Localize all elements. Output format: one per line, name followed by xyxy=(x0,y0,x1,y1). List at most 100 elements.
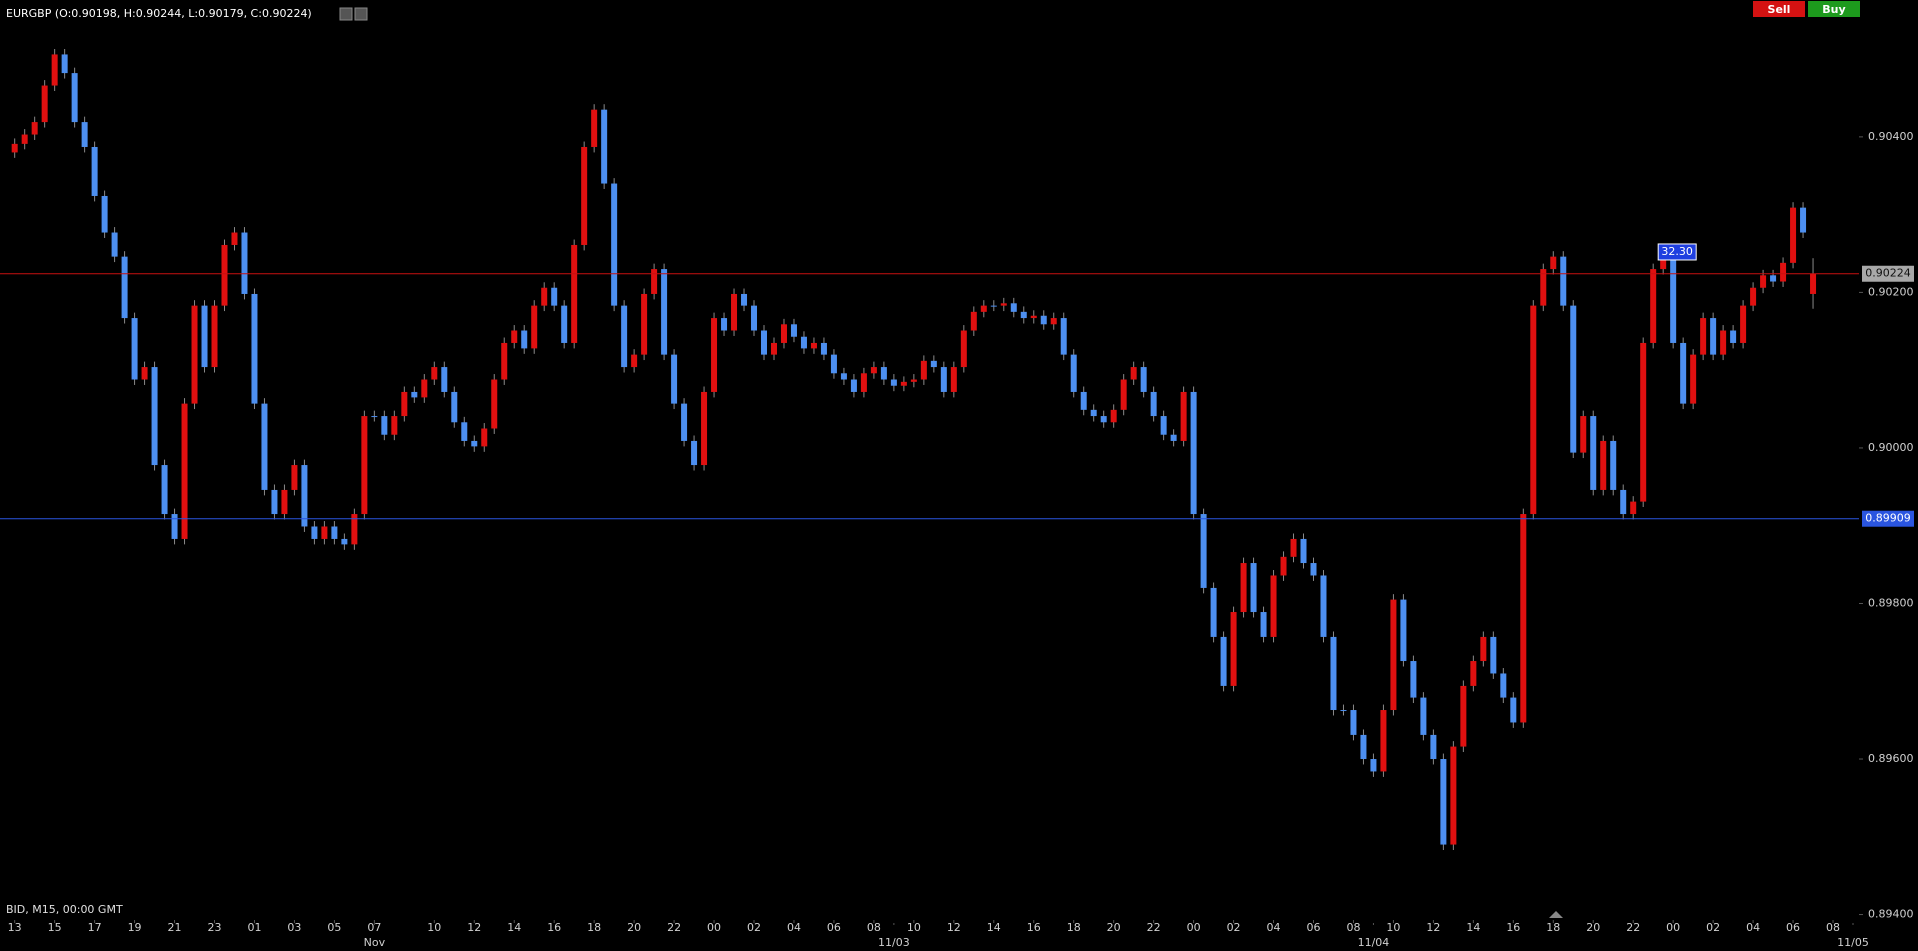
candle-body xyxy=(71,73,78,123)
candle-body xyxy=(701,391,708,466)
candle-body xyxy=(51,54,58,86)
candle-body xyxy=(141,367,148,380)
x-tick-label: 21 xyxy=(168,921,182,934)
x-tick-label: 01 xyxy=(247,921,261,934)
button-bg[interactable] xyxy=(1808,1,1860,17)
candle-body xyxy=(810,342,817,349)
candle-body xyxy=(371,416,378,418)
x-tick-label: 16 xyxy=(1506,921,1520,934)
candle-body xyxy=(1380,710,1387,772)
candle-body xyxy=(521,330,528,349)
x-tick-label: 04 xyxy=(1746,921,1760,934)
x-tick-label: 02 xyxy=(1227,921,1241,934)
candle-body xyxy=(800,336,807,349)
candle-body xyxy=(641,293,648,355)
candle-body xyxy=(1160,416,1167,435)
x-tick-label: 12 xyxy=(947,921,961,934)
candle-body xyxy=(741,293,748,306)
candle-body xyxy=(621,305,628,368)
candle-body xyxy=(1140,367,1147,392)
candle-body xyxy=(501,342,508,380)
x-tick-label: 08 xyxy=(1346,921,1360,934)
candle-body xyxy=(1290,538,1297,557)
candle-body xyxy=(1130,367,1137,380)
candle-body xyxy=(531,305,538,349)
y-tick-label: 0.89400 xyxy=(1868,908,1914,921)
x-tick-label: 12 xyxy=(467,921,481,934)
button-label[interactable]: Buy xyxy=(1822,3,1845,16)
candle-body xyxy=(890,379,897,386)
candle-body xyxy=(321,526,328,539)
candle-body xyxy=(761,330,768,355)
candle-body xyxy=(61,54,68,74)
candle-body xyxy=(780,324,787,343)
candle-body xyxy=(581,146,588,245)
candle-body xyxy=(241,232,248,294)
y-tick-label: 0.90200 xyxy=(1868,285,1914,298)
candle-body xyxy=(1320,575,1327,637)
candle-body xyxy=(1300,538,1307,564)
button-label[interactable]: Sell xyxy=(1768,3,1791,16)
candle-body xyxy=(311,526,318,539)
x-tick-label: 05 xyxy=(327,921,341,934)
candle-body xyxy=(1040,315,1047,325)
candle-body xyxy=(81,122,88,147)
candle-body xyxy=(790,324,797,337)
icon[interactable] xyxy=(339,7,353,21)
candle-body xyxy=(181,403,188,539)
candle-body xyxy=(1570,305,1577,453)
candle-body xyxy=(31,122,38,135)
candle-body xyxy=(1360,734,1367,760)
candle-body xyxy=(1340,710,1347,712)
sell-button[interactable]: Sell xyxy=(1753,1,1805,17)
x-tick-label: 20 xyxy=(1586,921,1600,934)
x-tick-label: 00 xyxy=(707,921,721,934)
y-tick-label: 0.89600 xyxy=(1868,752,1914,765)
candle-body xyxy=(770,342,777,355)
candle-body xyxy=(1120,379,1127,410)
candle-body xyxy=(1520,514,1527,723)
x-tick-label: 06 xyxy=(1786,921,1800,934)
candle-body xyxy=(1420,697,1427,735)
candle-body xyxy=(1680,342,1687,404)
x-tick-label: 14 xyxy=(507,921,521,934)
candle-body xyxy=(900,381,907,386)
candle-body xyxy=(1470,661,1477,686)
candle-body xyxy=(1500,673,1507,698)
candle-body xyxy=(481,428,488,447)
candle-body xyxy=(231,232,238,245)
candle-body xyxy=(151,367,158,466)
candle-body xyxy=(691,440,698,466)
candle-body xyxy=(401,391,408,417)
candle-body xyxy=(491,379,498,429)
candle-body xyxy=(1460,685,1467,747)
candle-body xyxy=(1620,489,1627,515)
x-tick-label: 16 xyxy=(547,921,561,934)
candle-body xyxy=(161,465,168,515)
y-tick-label: 0.90000 xyxy=(1868,441,1914,454)
candle-body xyxy=(1330,636,1337,711)
candle-body xyxy=(341,538,348,545)
candle-body xyxy=(1020,311,1027,319)
x-tick-label: 00 xyxy=(1666,921,1680,934)
candle-body xyxy=(471,440,478,447)
icon[interactable] xyxy=(354,7,368,21)
candle-body xyxy=(21,134,28,144)
buy-button[interactable]: Buy xyxy=(1808,1,1860,17)
candle-body xyxy=(191,305,198,404)
candle-body xyxy=(1730,330,1737,343)
candle-body xyxy=(1760,275,1767,288)
candle-body xyxy=(1800,207,1807,233)
candle-body xyxy=(681,403,688,441)
candle-body xyxy=(441,367,448,392)
candle-body xyxy=(611,183,618,306)
candle-body xyxy=(731,293,738,331)
candle-body xyxy=(1670,256,1677,343)
candle-body xyxy=(361,416,368,515)
x-tick-label: 20 xyxy=(627,921,641,934)
candle-body xyxy=(351,514,358,545)
button-bg[interactable] xyxy=(1753,1,1805,17)
candle-body xyxy=(751,305,758,331)
x-date-label: Nov xyxy=(364,936,386,949)
